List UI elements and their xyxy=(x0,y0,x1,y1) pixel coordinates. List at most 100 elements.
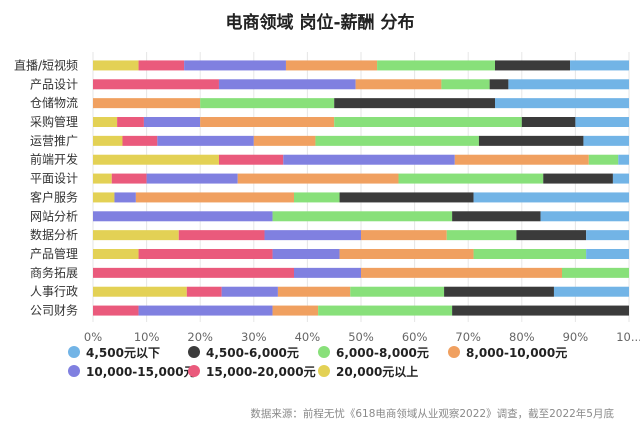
x-tick-labels: 0% 10% 20% 30% 40% 50% 60% 70% 80% 90% 10... xyxy=(84,330,640,344)
x-tick-label: 70% xyxy=(455,330,481,344)
bar-segment xyxy=(200,117,335,127)
category-label: 仓储物流 xyxy=(30,95,78,110)
x-tick-label: 0% xyxy=(84,330,102,344)
source-note: 数据来源：前程无忧《618电商领域从业观察2022》调查，截至2022年5月底 xyxy=(250,408,614,420)
x-tick-label: 60% xyxy=(402,330,428,344)
bar-segment xyxy=(93,98,201,109)
x-tick-label: 40% xyxy=(295,330,321,344)
bar-segment xyxy=(294,192,340,203)
bar-segment xyxy=(264,230,361,241)
bar-segment xyxy=(135,192,294,203)
bar-segment xyxy=(570,60,629,71)
legend-label: 15,000-20,000元 xyxy=(206,365,316,379)
bar-segment xyxy=(253,135,316,146)
bar-segment xyxy=(272,305,319,316)
bar-segment xyxy=(93,211,273,222)
legend-label: 4,500元以下 xyxy=(86,346,160,360)
bar-segment xyxy=(218,79,356,90)
category-label: 网站分析 xyxy=(30,209,78,223)
bar-segment xyxy=(283,154,455,165)
bar-segment xyxy=(93,249,139,259)
bar-segment xyxy=(315,135,479,146)
x-tick-label: 10... xyxy=(616,330,640,344)
bar-segment xyxy=(473,192,629,203)
bar-segment xyxy=(575,117,629,127)
bar-segment xyxy=(146,173,238,184)
bar-segment xyxy=(93,173,112,184)
x-tick-label: 90% xyxy=(563,330,589,344)
bar-segment xyxy=(495,60,571,71)
bar-segment xyxy=(583,135,629,146)
bar-segment xyxy=(93,286,187,297)
category-label: 前端开发 xyxy=(30,152,78,167)
bar-segment xyxy=(93,135,123,146)
bar-segment xyxy=(184,60,286,71)
bar-segment xyxy=(543,173,613,184)
bar-segment xyxy=(143,117,201,127)
legend-label: 4,500-6,000元 xyxy=(206,346,299,360)
category-label: 平面设计 xyxy=(30,172,78,186)
category-label: 产品管理 xyxy=(30,246,78,261)
bar-segment xyxy=(294,267,361,278)
bar-segment xyxy=(361,230,447,241)
bar-segment xyxy=(473,249,587,259)
bar-segment xyxy=(138,305,273,316)
bar-segment xyxy=(334,98,495,109)
legend-label: 10,000-15,000元 xyxy=(86,365,196,379)
bar-segment xyxy=(93,79,219,90)
bar-segment xyxy=(452,211,541,222)
legend-swatch xyxy=(188,365,200,377)
x-tick-label: 50% xyxy=(348,330,374,344)
chart-title: 电商领域 岗位-薪酬 分布 xyxy=(225,13,415,33)
bar-segment xyxy=(516,230,587,241)
bar-segment xyxy=(612,173,629,184)
bar-segment xyxy=(586,230,629,241)
bar-segment xyxy=(272,249,340,259)
category-label: 客户服务 xyxy=(30,189,78,204)
bar-segment xyxy=(478,135,584,146)
bar-segment xyxy=(93,117,118,127)
bar-segment xyxy=(618,154,629,165)
bar-segment xyxy=(186,286,222,297)
bar-segment xyxy=(138,249,273,259)
bar-segment xyxy=(361,267,562,278)
bar-segment xyxy=(93,230,179,241)
bar-segment xyxy=(272,211,453,222)
bar-segment xyxy=(454,154,589,165)
legend-swatch xyxy=(318,365,330,377)
legend: 4,500元以下 4,500-6,000元 6,000-8,000元 8,000-10… xyxy=(68,346,567,379)
bar-segment xyxy=(93,267,294,278)
bar-segment xyxy=(285,60,378,71)
bar-segment xyxy=(117,117,144,127)
legend-label: 8,000-10,000元 xyxy=(466,346,567,360)
category-labels: 直播/短视频产品设计仓储物流采购管理运营推广前端开发平面设计客户服务网站分析数据… xyxy=(14,57,78,317)
bar-segment xyxy=(178,230,265,241)
bar-segment xyxy=(553,286,629,297)
bar-segment xyxy=(495,98,629,109)
category-label: 人事行政 xyxy=(30,285,78,299)
bar-segment xyxy=(277,286,351,297)
legend-swatch xyxy=(68,346,80,358)
bar-segment xyxy=(350,286,445,297)
bar-segment xyxy=(339,192,474,203)
bar-segment xyxy=(93,154,219,165)
legend-label: 6,000-8,000元 xyxy=(336,346,429,360)
bar-segment xyxy=(452,305,629,316)
category-label: 商务拓展 xyxy=(30,265,78,280)
bar-segment xyxy=(218,154,284,165)
x-tick-label: 10% xyxy=(134,330,160,344)
x-tick-label: 80% xyxy=(509,330,535,344)
legend-label: 20,000元以上 xyxy=(336,364,418,379)
legend-swatch xyxy=(318,346,330,358)
bar-segment xyxy=(200,98,335,109)
category-label: 产品设计 xyxy=(30,77,78,91)
bar-segment xyxy=(355,79,442,90)
bar-segment xyxy=(444,286,554,297)
category-label: 直播/短视频 xyxy=(14,57,78,72)
bar-segment xyxy=(508,79,629,90)
bar-segment xyxy=(446,230,517,241)
category-label: 运营推广 xyxy=(30,134,78,148)
bar-segment xyxy=(93,192,115,203)
bars xyxy=(93,60,629,316)
